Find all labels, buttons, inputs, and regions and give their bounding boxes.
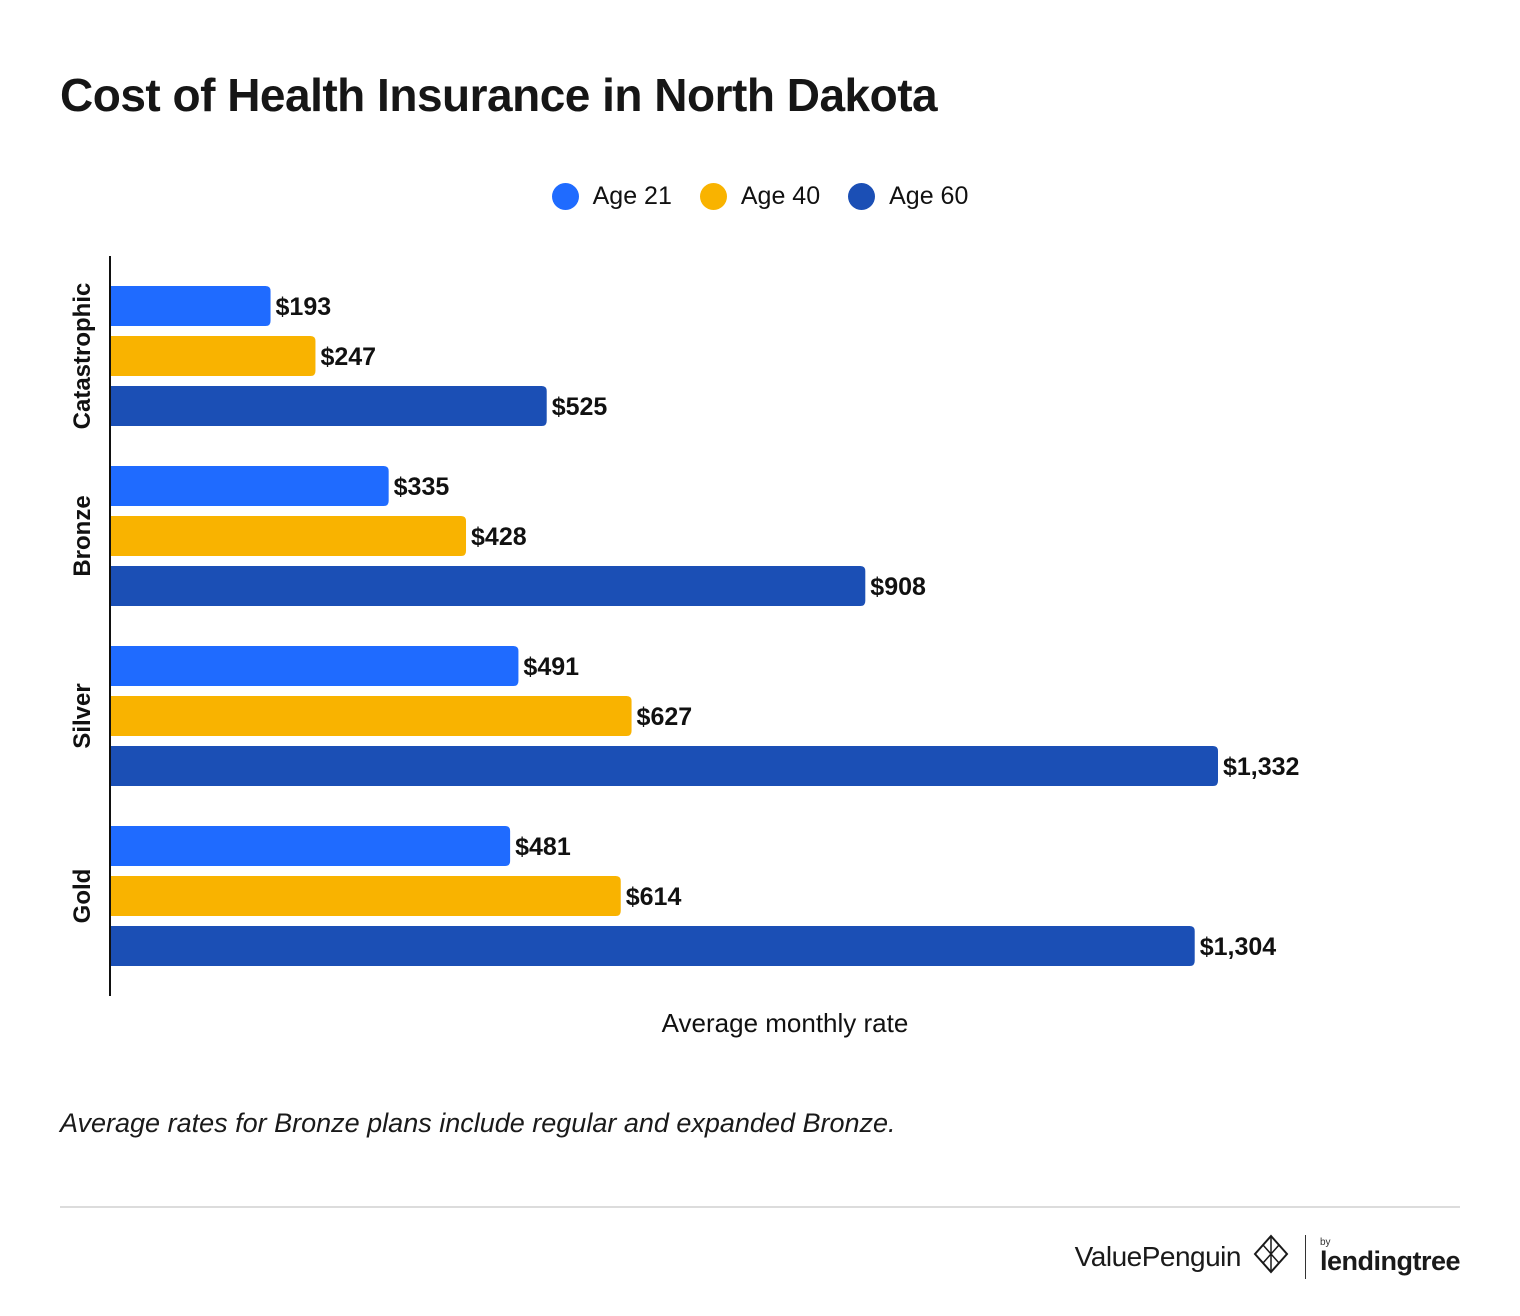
legend-label-age-40: Age 40	[740, 182, 821, 210]
bar-silver-age-21	[110, 646, 519, 686]
data-label-bronze-age-21: $335	[394, 473, 450, 501]
data-label-silver-age-21: $491	[523, 653, 579, 681]
chart-title: Cost of Health Insurance in North Dakota	[60, 69, 938, 121]
data-label-silver-age-60: $1,332	[1223, 753, 1299, 781]
data-label-gold-age-40: $614	[626, 883, 682, 911]
legend-swatch-age-40	[699, 183, 727, 210]
bar-silver-age-60	[110, 746, 1218, 786]
data-label-gold-age-21: $481	[515, 833, 571, 861]
footer-divider	[60, 1206, 1460, 1208]
bar-bronze-age-40	[110, 516, 467, 556]
bar-silver-age-40	[110, 696, 632, 736]
legend-swatch-age-60	[848, 183, 876, 210]
legend-label-age-60: Age 60	[889, 182, 969, 210]
data-label-catastrophic-age-21: $193	[276, 293, 332, 321]
data-label-catastrophic-age-40: $247	[320, 343, 376, 371]
footnote: Average rates for Bronze plans include r…	[60, 1108, 896, 1138]
data-label-gold-age-60: $1,304	[1200, 933, 1277, 961]
data-label-catastrophic-age-60: $525	[552, 393, 608, 421]
legend-swatch-age-21	[551, 183, 579, 210]
bar-catastrophic-age-21	[110, 286, 271, 326]
category-label-gold: Gold	[69, 869, 96, 924]
bar-bronze-age-21	[110, 466, 389, 506]
brand-by-label: by	[1319, 1237, 1331, 1248]
legend-item-age-60: Age 60	[848, 182, 968, 211]
legend-item-age-21: Age 21	[551, 182, 672, 211]
bar-catastrophic-age-40	[110, 336, 316, 376]
legend-item-age-40: Age 40	[699, 182, 821, 211]
brand-logo: ValuePenguin by lendingtree	[1074, 1234, 1461, 1279]
bar-chart: $193 $247 $525 Catastrophic $335 $428 $908 Bron…	[69, 256, 1299, 1038]
data-label-silver-age-40: $627	[637, 703, 693, 731]
category-label-catastrophic: Catastrophic	[69, 283, 96, 430]
valuepenguin-wordmark: ValuePenguin	[1074, 1240, 1242, 1272]
category-label-silver: Silver	[69, 683, 96, 748]
lendingtree-wordmark: by lendingtree	[1319, 1237, 1461, 1276]
bar-bronze-age-60	[110, 566, 866, 606]
data-label-bronze-age-60: $908	[870, 573, 926, 601]
category-label-bronze: Bronze	[69, 495, 96, 576]
bar-gold-age-21	[110, 826, 511, 866]
bar-gold-age-40	[110, 876, 621, 916]
bar-catastrophic-age-60	[110, 386, 547, 426]
data-label-bronze-age-40: $428	[471, 523, 527, 551]
x-axis-label: Average monthly rate	[662, 1008, 909, 1038]
bar-gold-age-60	[110, 926, 1195, 966]
brand-separator	[1304, 1234, 1306, 1279]
lendingtree-label: lendingtree	[1319, 1246, 1461, 1276]
penguin-icon	[1251, 1234, 1291, 1279]
legend-label-age-21: Age 21	[592, 182, 672, 210]
legend: Age 21 Age 40 Age 60	[0, 182, 1520, 211]
